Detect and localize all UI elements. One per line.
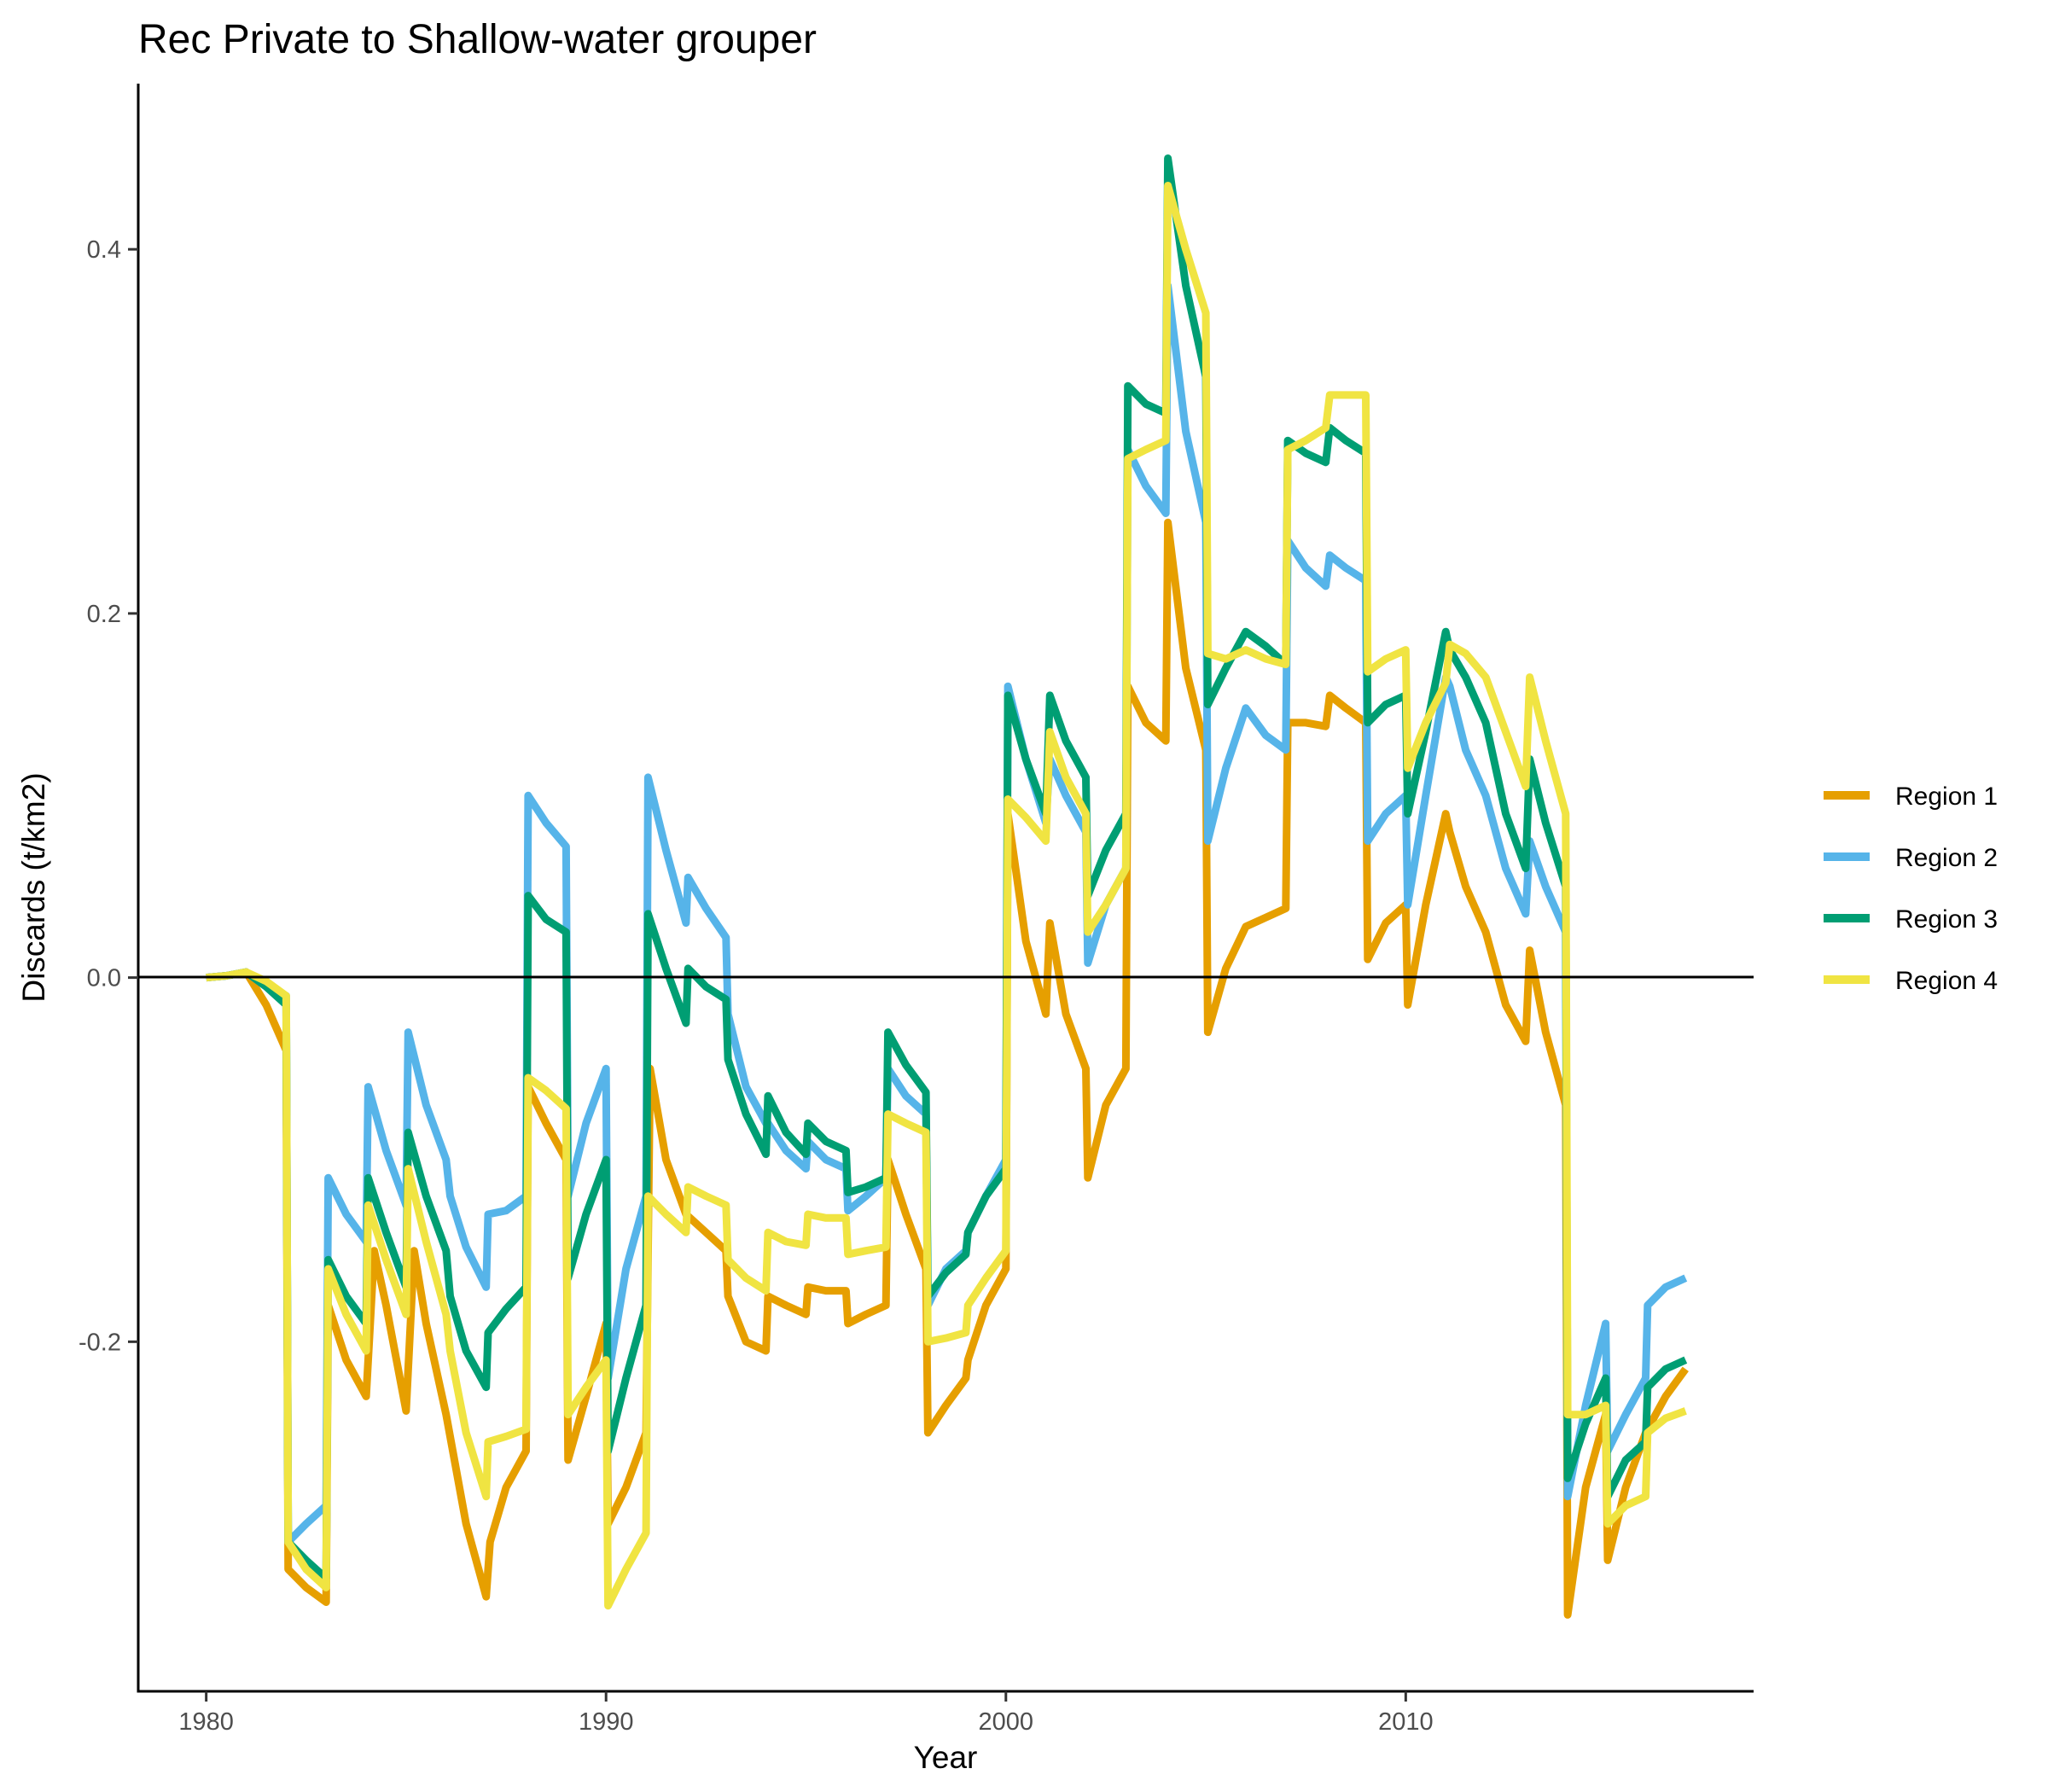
legend-label-region-1: Region 1 [1895, 783, 1998, 811]
y-tick-label: 0.0 [87, 965, 121, 992]
legend-label-region-4: Region 4 [1895, 967, 1998, 995]
y-axis-ticks: -0.2 0.0 0.2 0.4 [79, 236, 138, 1356]
plot-area [206, 154, 1689, 1619]
x-tick-label: 2010 [1378, 1708, 1434, 1736]
y-axis-title: Discards (t/km2) [16, 772, 51, 1002]
x-tick-label: 1990 [579, 1708, 634, 1736]
legend-label-region-3: Region 3 [1895, 905, 1998, 934]
y-tick-label: -0.2 [79, 1329, 121, 1356]
series-line-region-2 [206, 282, 1688, 1546]
legend: Region 1 Region 2 Region 3 Region 4 [1824, 783, 1998, 995]
x-tick-label: 2000 [979, 1708, 1034, 1736]
series-line-region-1 [206, 518, 1689, 1619]
chart-title: Rec Private to Shallow-water grouper [138, 17, 817, 62]
series-line-region-4 [206, 182, 1687, 1610]
y-tick-label: 0.4 [87, 236, 121, 264]
x-tick-label: 1980 [178, 1708, 234, 1736]
x-axis-ticks: 1980 1990 2000 2010 [178, 1691, 1434, 1736]
y-tick-label: 0.2 [87, 601, 121, 628]
x-axis-title: Year [914, 1740, 978, 1775]
legend-label-region-2: Region 2 [1895, 844, 1998, 872]
